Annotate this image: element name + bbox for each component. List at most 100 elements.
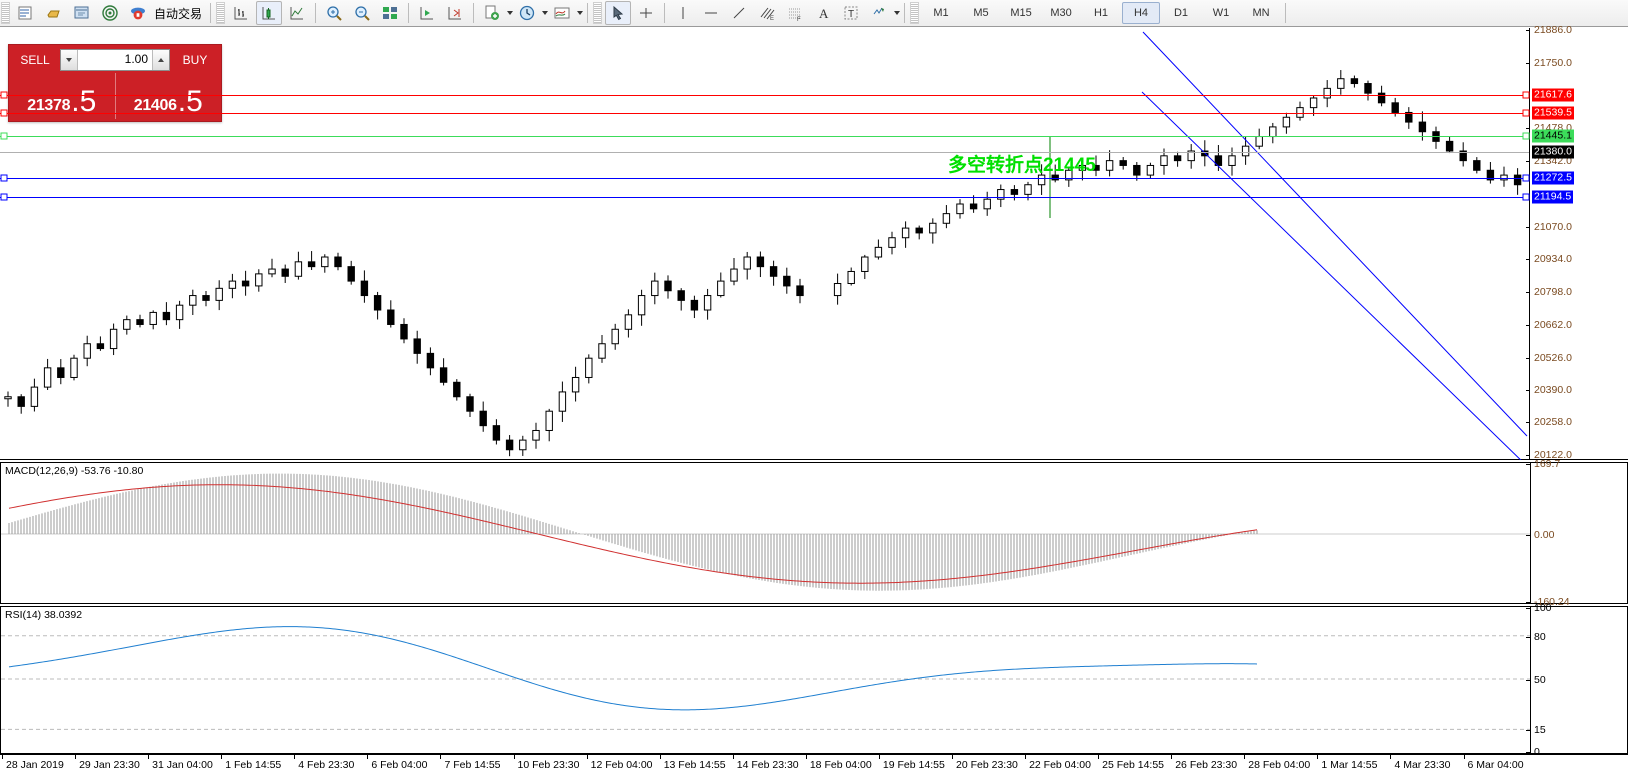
timeframe-m1[interactable]: M1 bbox=[922, 2, 960, 24]
period-dropdown-caret[interactable] bbox=[542, 11, 548, 15]
price-level-line[interactable] bbox=[0, 95, 1529, 96]
terminal-window-icon[interactable] bbox=[69, 1, 95, 25]
trading-terminal-window: 自动交易 bbox=[0, 0, 1628, 775]
svg-text:A: A bbox=[819, 6, 829, 21]
time-axis-tick-label: 4 Mar 23:30 bbox=[1394, 759, 1450, 771]
price-level-line[interactable] bbox=[0, 197, 1529, 198]
price-level-handle-left[interactable] bbox=[1, 91, 8, 98]
price-level-handle[interactable] bbox=[1523, 133, 1530, 140]
timeframe-m30[interactable]: M30 bbox=[1042, 2, 1080, 24]
timeframe-h4[interactable]: H4 bbox=[1122, 2, 1160, 24]
price-chart-pane[interactable]: 多空转折点21445 bbox=[0, 28, 1628, 460]
candlestick-chart-icon[interactable] bbox=[256, 1, 282, 25]
price-level-line[interactable] bbox=[0, 113, 1529, 114]
autotrade-label[interactable]: 自动交易 bbox=[154, 5, 202, 22]
crosshair-icon[interactable] bbox=[633, 1, 659, 25]
time-axis-tick bbox=[1464, 755, 1465, 759]
timeframe-m15[interactable]: M15 bbox=[1002, 2, 1040, 24]
time-axis-tick bbox=[587, 755, 588, 759]
equidistant-channel-icon[interactable]: E bbox=[754, 1, 780, 25]
shapes-dropdown-caret[interactable] bbox=[894, 11, 900, 15]
buy-button[interactable]: BUY bbox=[173, 50, 217, 70]
price-level-handle-left[interactable] bbox=[1, 174, 8, 181]
trendline-icon[interactable] bbox=[726, 1, 752, 25]
volume-decrease-button[interactable] bbox=[61, 50, 78, 70]
arrows-shapes-icon[interactable] bbox=[866, 1, 892, 25]
auto-scroll-icon[interactable] bbox=[442, 1, 468, 25]
new-chart-icon[interactable] bbox=[479, 1, 505, 25]
price-axis-tick-label: 20662.0 bbox=[1534, 319, 1572, 331]
price-level-handle-left[interactable] bbox=[1, 193, 8, 200]
timeframe-mn[interactable]: MN bbox=[1242, 2, 1280, 24]
text-box-icon[interactable]: T bbox=[838, 1, 864, 25]
zoom-in-icon[interactable] bbox=[321, 1, 347, 25]
buy-price[interactable]: 21406.5 bbox=[115, 73, 222, 119]
line-chart-icon[interactable] bbox=[284, 1, 310, 25]
timeframe-w1[interactable]: W1 bbox=[1202, 2, 1240, 24]
rsi-axis-tick-label: 15 bbox=[1534, 724, 1546, 736]
volume-stepper[interactable]: 1.00 bbox=[60, 49, 170, 71]
price-level-handle[interactable] bbox=[1523, 91, 1530, 98]
toolbar-separator-2 bbox=[315, 3, 316, 23]
cursor-arrow-icon[interactable] bbox=[605, 1, 631, 25]
time-axis-tick-label: 13 Feb 14:55 bbox=[664, 759, 726, 771]
fibonacci-icon[interactable]: F bbox=[782, 1, 808, 25]
text-label-icon[interactable]: A bbox=[810, 1, 836, 25]
price-axis-tick-label: 20798.0 bbox=[1534, 286, 1572, 298]
time-axis-tick bbox=[1390, 755, 1391, 759]
horizontal-line-icon[interactable] bbox=[698, 1, 724, 25]
chart-shift-icon[interactable] bbox=[414, 1, 440, 25]
downtrend-line-1 bbox=[1143, 32, 1527, 436]
one-click-trade-panel[interactable]: SELL 1.00 BUY 21378.5 21406.5 bbox=[8, 44, 222, 122]
svg-text:E: E bbox=[770, 16, 774, 22]
volume-value[interactable]: 1.00 bbox=[78, 50, 152, 70]
timeframe-m5[interactable]: M5 bbox=[962, 2, 1000, 24]
price-level-handle[interactable] bbox=[1523, 174, 1530, 181]
time-axis-tick-label: 19 Feb 14:55 bbox=[883, 759, 945, 771]
autotrade-icon[interactable] bbox=[125, 1, 151, 25]
price-level-tag[interactable]: 21380.0 bbox=[1532, 145, 1574, 158]
zoom-out-icon[interactable] bbox=[349, 1, 375, 25]
price-level-line[interactable] bbox=[0, 136, 1529, 137]
price-chart-canvas bbox=[0, 28, 1529, 460]
bar-chart-icon[interactable] bbox=[228, 1, 254, 25]
price-level-tag[interactable]: 21617.6 bbox=[1532, 88, 1574, 101]
toolbar-grip-2[interactable] bbox=[216, 2, 225, 24]
price-level-handle-left[interactable] bbox=[1, 110, 8, 117]
price-level-tag[interactable]: 21445.1 bbox=[1532, 130, 1574, 143]
toolbar-grip[interactable] bbox=[1, 2, 10, 24]
toolbar-separator-7 bbox=[904, 3, 905, 23]
time-axis-tick-label: 6 Feb 04:00 bbox=[371, 759, 427, 771]
indicators-icon[interactable] bbox=[549, 1, 575, 25]
svg-text:T: T bbox=[848, 9, 854, 20]
vertical-line-icon[interactable] bbox=[670, 1, 696, 25]
gold-bar-icon[interactable] bbox=[41, 1, 67, 25]
volume-increase-button[interactable] bbox=[152, 50, 169, 70]
price-level-tag[interactable]: 21194.5 bbox=[1532, 190, 1573, 203]
price-level-handle[interactable] bbox=[1523, 110, 1530, 117]
price-axis-tick-label: 20258.0 bbox=[1534, 416, 1572, 428]
price-level-tag[interactable]: 21539.5 bbox=[1532, 107, 1574, 120]
toolbar-grip-3[interactable] bbox=[593, 2, 602, 24]
price-level-handle[interactable] bbox=[1523, 193, 1530, 200]
sell-button[interactable]: SELL bbox=[13, 50, 57, 70]
timeframe-h1[interactable]: H1 bbox=[1082, 2, 1120, 24]
new-chart-dropdown-caret[interactable] bbox=[507, 11, 513, 15]
time-axis-tick-label: 26 Feb 23:30 bbox=[1175, 759, 1237, 771]
period-clock-icon[interactable] bbox=[514, 1, 540, 25]
time-axis-tick bbox=[806, 755, 807, 759]
price-level-line[interactable] bbox=[0, 178, 1529, 179]
tile-windows-icon[interactable] bbox=[377, 1, 403, 25]
signal-broadcast-icon[interactable] bbox=[97, 1, 123, 25]
sell-price[interactable]: 21378.5 bbox=[9, 73, 115, 119]
toolbar-grip-4[interactable] bbox=[910, 2, 919, 24]
macd-indicator-pane[interactable]: MACD(12,26,9) -53.76 -10.80 bbox=[0, 462, 1628, 604]
timeframe-d1[interactable]: D1 bbox=[1162, 2, 1200, 24]
price-axis-tick-label: 21886.0 bbox=[1534, 24, 1572, 36]
indicators-dropdown-caret[interactable] bbox=[577, 11, 583, 15]
rsi-indicator-pane[interactable]: RSI(14) 38.0392 bbox=[0, 606, 1628, 754]
price-level-tag[interactable]: 21272.5 bbox=[1532, 171, 1574, 184]
time-axis-tick bbox=[440, 755, 441, 759]
price-level-handle-left[interactable] bbox=[1, 133, 8, 140]
new-order-icon[interactable] bbox=[13, 1, 39, 25]
